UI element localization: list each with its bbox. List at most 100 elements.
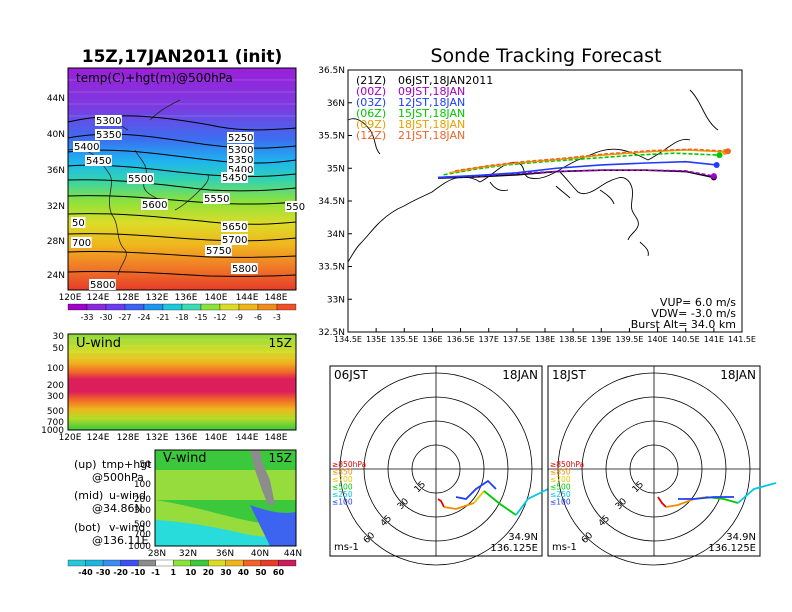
right-lon-tick: 137.5E — [503, 335, 531, 344]
right-lon-tick: 136E — [422, 335, 442, 344]
hodograph-ring — [581, 396, 727, 542]
right-lat-tick: 36N — [327, 99, 345, 109]
uwind-p-tick: 200 — [47, 381, 64, 391]
legend-code: (09Z) — [356, 118, 386, 131]
temp-colorbar-label: -30 — [99, 313, 112, 322]
track-end-point — [713, 161, 720, 168]
hodograph-legend-item: ≥850hPa — [550, 460, 584, 469]
hodograph-trace — [483, 490, 517, 516]
wind-colorbar-cell — [155, 559, 174, 567]
map-lat-tick: 32N — [47, 202, 65, 212]
right-lon-tick: 139E — [591, 335, 611, 344]
uwind-panel — [67, 333, 297, 431]
temp-height-map — [67, 67, 297, 291]
temp-colorbar-cell — [257, 303, 278, 311]
right-lon-tick: 134.5E — [334, 335, 362, 344]
temp-colorbar-label: -3 — [273, 313, 281, 322]
hodograph-ring — [363, 396, 509, 542]
contour-label: 5350 — [228, 155, 253, 166]
hodograph-legend-item: ≤850 — [550, 468, 571, 477]
wind-colorbar-label: 10 — [185, 568, 197, 577]
right-lat-tick: 34.5N — [318, 197, 345, 207]
right-title: Sonde Tracking Forecast — [430, 45, 661, 67]
right-lat-tick: 33N — [327, 295, 345, 305]
temp-colorbar-label: -9 — [235, 313, 243, 322]
vwind-label: V-wind — [163, 451, 207, 466]
contour-label-bg — [73, 141, 100, 152]
hodograph-trace — [473, 490, 485, 504]
hodograph-lat: 34.9N — [508, 532, 538, 543]
uwind-p-tick: 30 — [53, 332, 65, 342]
uwind-time: 15Z — [269, 336, 293, 350]
map-lon-ticks: 120E 124E 128E 132E 136E 140E 144E 148E — [59, 293, 288, 303]
temp-colorbar-cell — [124, 303, 145, 311]
map-lat-tick: 28N — [47, 237, 65, 247]
contour-label-bg — [203, 193, 230, 204]
hodograph-legend-item: ≤500 — [332, 483, 353, 492]
map-lat-tick: 36N — [47, 166, 65, 176]
contour-label-bg — [95, 129, 122, 140]
hodograph-trace — [678, 496, 734, 500]
uwind-lon-tick: 144E — [236, 433, 259, 443]
wind-colorbar-cell — [102, 559, 121, 567]
legend-code: (06Z) — [356, 107, 386, 120]
note-value: @136.11E — [92, 534, 148, 547]
temp-colorbar-label: -27 — [118, 313, 131, 322]
hodograph-legend-item: ≤100 — [332, 498, 353, 507]
vwind-lat-tick: 44N — [284, 549, 302, 559]
right-lon-tick: 141E — [704, 335, 724, 344]
vdw-text: VDW= -3.0 m/s — [651, 307, 736, 320]
hodograph-ring — [411, 444, 461, 494]
right-lat-tick: 34N — [327, 230, 345, 240]
right-lon-tick: 139.5E — [615, 335, 643, 344]
contour-label: 5400 — [228, 165, 253, 176]
temp-colorbar-label: -15 — [194, 313, 207, 322]
contour-label: 5750 — [206, 246, 231, 257]
wind-colorbar-label: 60 — [273, 568, 285, 577]
right-lat-ticks: 36.5N 36N 35.5N 35N 34.5N 34N 33.5N 33N 32.5N — [318, 66, 352, 338]
wind-colorbar-cell — [120, 559, 139, 567]
map-lon-tick: 136E — [175, 293, 198, 303]
temp-colorbar-cell — [276, 303, 297, 311]
contour-label: 5800 — [232, 264, 257, 275]
hodograph-units: ms-1 — [334, 542, 359, 553]
contour-label-bg — [71, 237, 92, 248]
temp-colorbar-label: -6 — [254, 313, 262, 322]
hodograph-trace — [455, 479, 497, 500]
hodograph-ring — [557, 372, 751, 566]
hodograph-ring — [387, 420, 485, 518]
track-line — [438, 169, 715, 179]
right-lon-tick: 135.5E — [390, 335, 418, 344]
wind-colorbar: -40 -30 -20 -10 -1 1 10 20 30 40 50 60 — [67, 559, 297, 577]
wind-colorbar-label: 1 — [170, 568, 176, 577]
track-line — [438, 160, 717, 179]
burst-text: Burst Alt= 34.0 km — [631, 318, 736, 331]
contour-label-bg — [231, 263, 258, 274]
temp-colorbar-cell — [86, 303, 107, 311]
uwind-p-tick: 300 — [47, 392, 64, 402]
vwind-p-tick: 1000 — [128, 542, 151, 552]
contour-label: 5300 — [228, 145, 253, 156]
right-lat-tick: 33.5N — [318, 263, 345, 273]
map-lon-tick: 124E — [87, 293, 110, 303]
note-key: (bot) — [74, 521, 101, 534]
right-lon-tick: 137E — [479, 335, 499, 344]
temp-colorbar-label: -24 — [137, 313, 150, 322]
contour-label-bg — [221, 234, 248, 245]
temp-colorbar-cell — [105, 303, 126, 311]
contour-label-bg — [221, 172, 248, 183]
hodograph-trace — [737, 482, 777, 504]
contour-label: 5250 — [228, 133, 253, 144]
wind-colorbar-label: 20 — [203, 568, 215, 577]
wind-colorbar-cell — [260, 559, 279, 567]
hodograph-legend-item: ≤850 — [332, 468, 353, 477]
panel-notes: (up) tmp+hgt@500hPa (mid) u-wind@34.86N (bot… — [74, 458, 152, 547]
contour-label: 5700 — [222, 235, 247, 246]
hodograph-trace — [515, 488, 549, 516]
contour-label: 5450 — [222, 173, 247, 184]
hodograph-lon: 136.125E — [708, 543, 756, 554]
contour-label: 700 — [72, 238, 91, 249]
legend-time: 06JST,18JAN2011 — [398, 74, 493, 87]
